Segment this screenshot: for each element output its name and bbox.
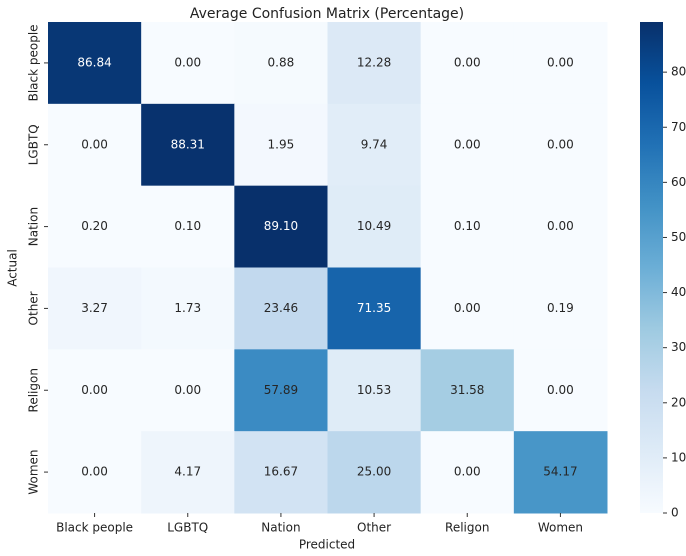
heatmap-cell: [48, 103, 142, 187]
y-tick-label: Nation: [27, 207, 41, 246]
colorbar-tick-label: 40: [671, 285, 686, 299]
heatmap-cell: [48, 267, 142, 350]
cell-label: 0.19: [547, 301, 574, 315]
cell-label: 71.35: [357, 301, 391, 315]
cell-label: 0.00: [454, 465, 481, 479]
x-tick-label: Other: [357, 521, 391, 535]
cell-label: 0.00: [547, 55, 574, 69]
heatmap-cell: [141, 103, 235, 187]
heatmap-cell: [513, 267, 608, 350]
heatmap-cell: [420, 431, 515, 514]
cell-label: 1.95: [268, 137, 295, 151]
cell-label: 89.10: [264, 219, 298, 233]
heatmap-cell: [48, 22, 142, 105]
cell-label: 10.49: [357, 219, 391, 233]
heatmap-cell: [513, 431, 608, 514]
cell-label: 23.46: [264, 301, 298, 315]
heatmap-cell: [141, 185, 235, 268]
heatmap-cell: [420, 185, 515, 268]
heatmap-cell: [48, 349, 142, 432]
colorbar-tick-label: 80: [671, 65, 686, 79]
heatmap-cell: [420, 349, 515, 432]
heatmap-cell: [141, 349, 235, 432]
cell-label: 0.00: [81, 383, 108, 397]
heatmap-cell: [234, 431, 328, 514]
heatmap-cell: [234, 22, 328, 105]
colorbar-tick-label: 0: [671, 506, 679, 520]
cell-label: 12.28: [357, 55, 391, 69]
heatmap-cell: [327, 185, 422, 268]
heatmap-cell: [234, 267, 328, 350]
colorbar-tick-label: 60: [671, 175, 686, 189]
heatmap-cell: [327, 267, 422, 350]
heatmap-cell: [141, 431, 235, 514]
heatmap-cell: [513, 185, 608, 268]
x-tick-label: Women: [538, 521, 583, 535]
heatmap-cell: [513, 349, 608, 432]
heatmap-cell: [420, 267, 515, 350]
colorbar-tick-label: 10: [671, 450, 686, 464]
cell-label: 25.00: [357, 465, 391, 479]
cell-label: 0.00: [81, 465, 108, 479]
heatmap-cell: [234, 349, 328, 432]
heatmap-cell: [327, 103, 422, 187]
heatmap-cell: [420, 103, 515, 187]
y-tick-label: Black people: [27, 24, 41, 101]
y-axis-label: Actual: [6, 249, 20, 287]
heatmap-cell: [420, 22, 515, 105]
heatmap-cell: [234, 103, 328, 187]
heatmap-cell: [141, 267, 235, 350]
x-tick-label: Religon: [445, 521, 489, 535]
cell-label: 0.20: [81, 219, 108, 233]
cell-label: 88.31: [171, 137, 205, 151]
cell-label: 0.00: [454, 137, 481, 151]
x-tick-label: Black people: [56, 521, 133, 535]
colorbar: [640, 22, 663, 513]
x-tick-label: LGBTQ: [167, 521, 208, 535]
heatmap-cell: [513, 103, 608, 187]
heatmap-cell: [327, 22, 422, 105]
x-tick-label: Nation: [261, 521, 300, 535]
cell-label: 0.00: [174, 383, 201, 397]
x-axis-label: Predicted: [299, 538, 355, 552]
cell-label: 0.88: [268, 55, 295, 69]
y-tick-label: LGBTQ: [27, 124, 41, 165]
cell-label: 9.74: [361, 137, 388, 151]
cell-label: 57.89: [264, 383, 298, 397]
colorbar-tick-label: 50: [671, 230, 686, 244]
y-tick-label: Religon: [27, 368, 41, 412]
y-tick-label: Women: [27, 449, 41, 494]
colorbar-tick-label: 70: [671, 120, 686, 134]
heatmap-cell: [327, 431, 422, 514]
cell-label: 0.10: [174, 219, 201, 233]
heatmap-cell: [327, 349, 422, 432]
cell-label: 3.27: [81, 301, 108, 315]
colorbar-tick-label: 30: [671, 340, 686, 354]
cell-label: 0.00: [547, 219, 574, 233]
cell-label: 0.00: [81, 137, 108, 151]
cell-label: 0.00: [454, 301, 481, 315]
cell-label: 10.53: [357, 383, 391, 397]
heatmap-cell: [141, 22, 235, 105]
chart-title: Average Confusion Matrix (Percentage): [190, 6, 464, 22]
cell-label: 0.00: [547, 383, 574, 397]
heatmap-cell: [513, 22, 608, 105]
colorbar-tick-label: 20: [671, 395, 686, 409]
cell-label: 0.00: [174, 55, 201, 69]
cell-label: 16.67: [264, 465, 298, 479]
cell-label: 0.10: [454, 219, 481, 233]
cell-label: 0.00: [454, 55, 481, 69]
cell-label: 54.17: [543, 465, 577, 479]
cell-label: 86.84: [77, 55, 111, 69]
cell-label: 0.00: [547, 137, 574, 151]
cell-label: 4.17: [174, 465, 201, 479]
heatmap-cell: [48, 431, 142, 514]
cell-label: 31.58: [450, 383, 484, 397]
cell-label: 1.73: [174, 301, 201, 315]
heatmap-cell: [234, 185, 328, 268]
y-tick-label: Other: [27, 291, 41, 325]
heatmap-cell: [48, 185, 142, 268]
